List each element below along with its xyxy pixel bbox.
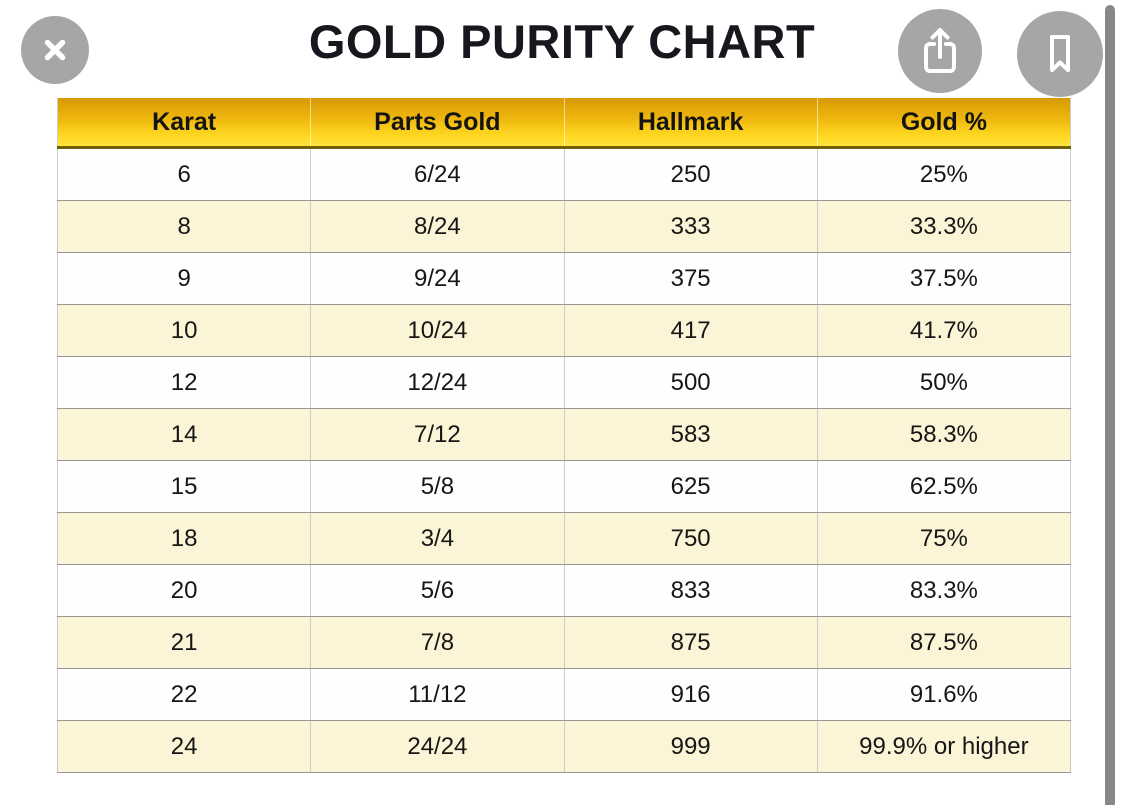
- table-cell: 417: [563, 304, 818, 357]
- table-cell: 20: [57, 564, 311, 617]
- table-cell: 5/8: [310, 460, 564, 513]
- table-cell: 8/24: [310, 200, 564, 253]
- table-row: 14 7/12 583 58.3%: [57, 408, 1071, 461]
- table-cell: 14: [57, 408, 311, 461]
- table-row: 15 5/8 625 62.5%: [57, 460, 1071, 513]
- table-cell: 10: [57, 304, 311, 357]
- table-cell: 24: [57, 720, 311, 773]
- table-cell: 10/24: [310, 304, 564, 357]
- table-cell: 22: [57, 668, 311, 721]
- table-cell: 12: [57, 356, 311, 409]
- table-cell: 25%: [816, 147, 1071, 201]
- table-cell: 91.6%: [816, 668, 1071, 721]
- table-cell: 62.5%: [816, 460, 1071, 513]
- table-row: 18 3/4 750 75%: [57, 512, 1071, 565]
- purity-table-body: 6 6/24 250 25% 8 8/24 333 33.3% 9 9/24 375 37.5% 10 1…: [57, 147, 1071, 773]
- table-row: 9 9/24 375 37.5%: [57, 252, 1071, 305]
- table-cell: 18: [57, 512, 311, 565]
- table-cell: 250: [563, 147, 818, 201]
- table-row: 6 6/24 250 25%: [57, 147, 1071, 201]
- table-row: 10 10/24 417 41.7%: [57, 304, 1071, 357]
- table-cell: 8: [57, 200, 311, 253]
- table-cell: 583: [563, 408, 818, 461]
- table-cell: 50%: [816, 356, 1071, 409]
- table-cell: 3/4: [310, 512, 564, 565]
- scrollbar[interactable]: [1105, 5, 1115, 805]
- table-cell: 7/8: [310, 616, 564, 669]
- table-cell: 750: [563, 512, 818, 565]
- table-cell: 24/24: [310, 720, 564, 773]
- table-cell: 75%: [816, 512, 1071, 565]
- table-row: 12 12/24 500 50%: [57, 356, 1071, 409]
- table-cell: 83.3%: [816, 564, 1071, 617]
- table-cell: 333: [563, 200, 818, 253]
- table-cell: 12/24: [310, 356, 564, 409]
- column-header-gold-pct: Gold %: [816, 98, 1071, 149]
- table-cell: 58.3%: [816, 408, 1071, 461]
- table-cell: 833: [563, 564, 818, 617]
- table-row: 21 7/8 875 87.5%: [57, 616, 1071, 669]
- table-cell: 99.9% or higher: [816, 720, 1071, 773]
- table-row: 24 24/24 999 99.9% or higher: [57, 720, 1071, 773]
- table-cell: 87.5%: [816, 616, 1071, 669]
- share-icon: [924, 28, 956, 73]
- table-cell: 6/24: [310, 147, 564, 201]
- table-cell: 5/6: [310, 564, 564, 617]
- table-cell: 916: [563, 668, 818, 721]
- table-cell: 375: [563, 252, 818, 305]
- column-header-hallmark: Hallmark: [563, 98, 818, 149]
- table-cell: 875: [563, 616, 818, 669]
- table-cell: 625: [563, 460, 818, 513]
- page-title: GOLD PURITY CHART: [308, 15, 816, 68]
- table-cell: 15: [57, 460, 311, 513]
- close-icon: [44, 39, 66, 61]
- table-cell: 9/24: [310, 252, 564, 305]
- table-header-row: Karat Parts Gold Hallmark Gold %: [57, 98, 1071, 149]
- table-cell: 21: [57, 616, 311, 669]
- gold-purity-table: Karat Parts Gold Hallmark Gold % 6 6/24 25…: [57, 98, 1071, 773]
- table-cell: 6: [57, 147, 311, 201]
- bookmark-icon: [1050, 35, 1070, 72]
- table-cell: 999: [563, 720, 818, 773]
- column-header-parts-gold: Parts Gold: [310, 98, 564, 149]
- table-cell: 11/12: [310, 668, 564, 721]
- table-cell: 41.7%: [816, 304, 1071, 357]
- close-button[interactable]: [21, 16, 89, 84]
- table-cell: 33.3%: [816, 200, 1071, 253]
- table-cell: 37.5%: [816, 252, 1071, 305]
- table-cell: 500: [563, 356, 818, 409]
- table-cell: 9: [57, 252, 311, 305]
- column-header-karat: Karat: [57, 98, 311, 149]
- table-row: 22 11/12 916 91.6%: [57, 668, 1071, 721]
- bookmark-button[interactable]: [1017, 11, 1103, 97]
- table-cell: 7/12: [310, 408, 564, 461]
- table-row: 8 8/24 333 33.3%: [57, 200, 1071, 253]
- table-row: 20 5/6 833 83.3%: [57, 564, 1071, 617]
- share-button[interactable]: [898, 9, 982, 93]
